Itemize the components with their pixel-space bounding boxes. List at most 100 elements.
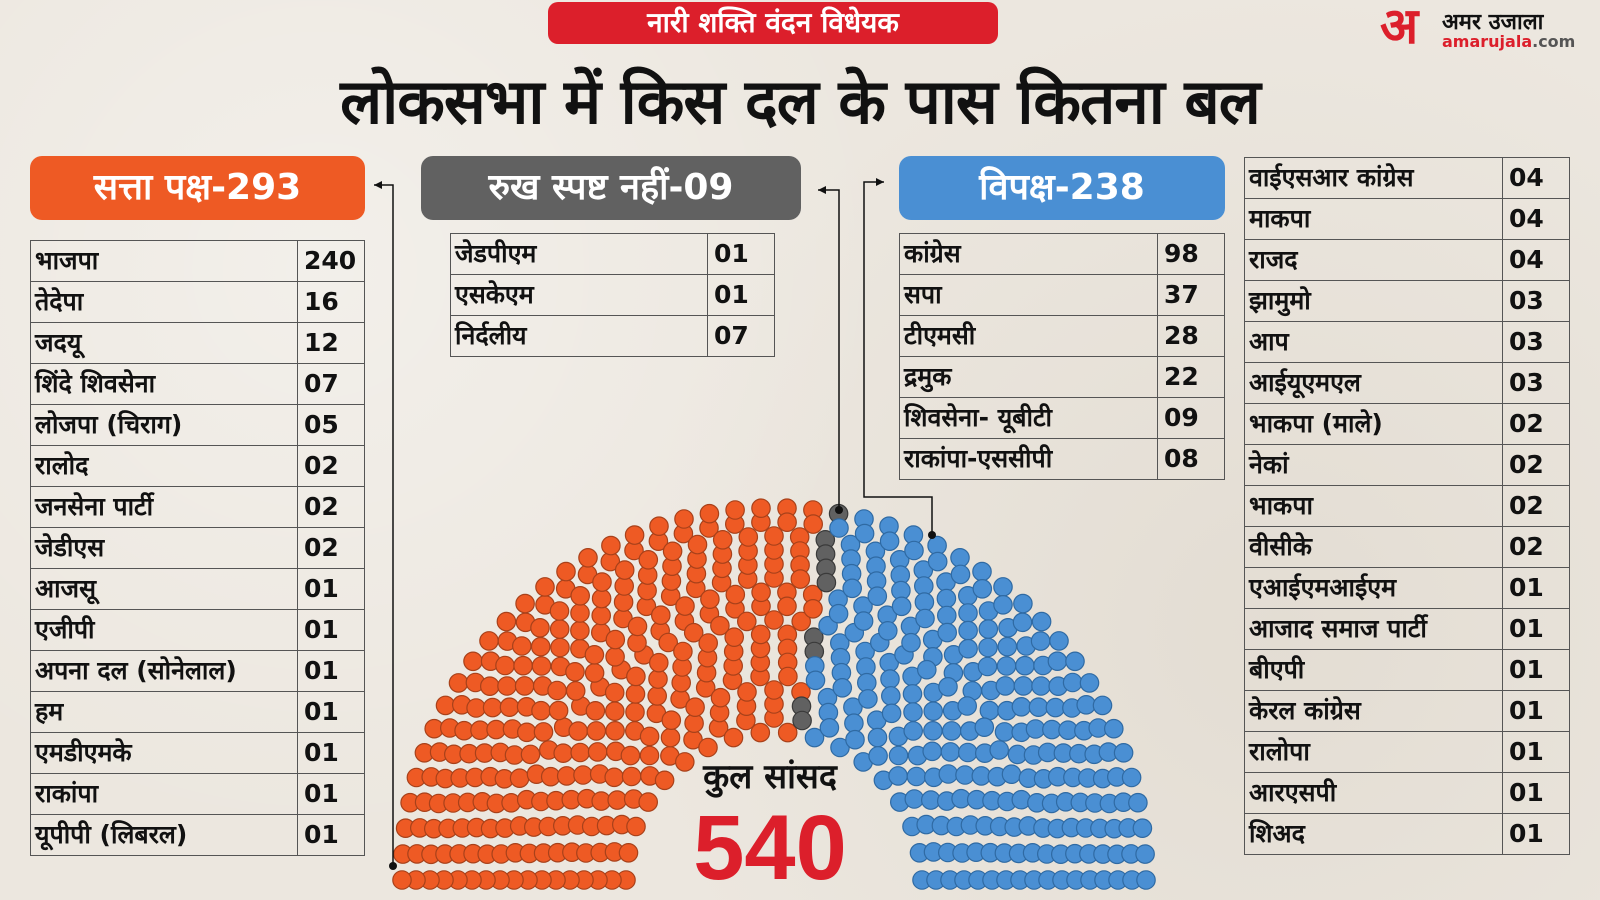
seat-ruling xyxy=(462,870,482,890)
seat-ruling xyxy=(723,727,744,748)
party-row: आजसू 01 xyxy=(30,568,365,610)
party-name: राजद xyxy=(1244,239,1503,281)
seat-ruling xyxy=(637,565,658,585)
seat-opposition xyxy=(1012,612,1033,633)
seat-opposition xyxy=(946,816,967,837)
seat-ruling xyxy=(751,582,771,603)
seat-opposition xyxy=(977,656,998,677)
seat-opposition xyxy=(1085,793,1105,813)
party-seats: 240 xyxy=(297,240,365,282)
party-row: हम 01 xyxy=(30,691,365,733)
party-name: अपना दल (सोनेलाल) xyxy=(30,650,298,692)
seat-ruling xyxy=(457,792,478,813)
party-name: आईयूएमएल xyxy=(1244,362,1503,404)
party-seats: 04 xyxy=(1502,198,1570,240)
seat-ruling xyxy=(577,788,597,809)
seat-ruling xyxy=(393,844,413,864)
seat-opposition xyxy=(841,563,862,584)
party-seats: 01 xyxy=(1502,731,1570,773)
amar-ujala-logo[interactable]: अ अमर उजाला amarujala.com xyxy=(1380,0,1590,54)
neutral-connector-arrow xyxy=(818,186,826,194)
topic-tag: नारी शक्ति वंदन विधेयक xyxy=(548,2,998,44)
seat-ruling xyxy=(421,767,441,787)
seat-opposition xyxy=(890,565,911,585)
seat-opposition xyxy=(881,703,902,724)
seat-opposition xyxy=(902,816,922,837)
seat-ruling xyxy=(661,710,682,730)
seat-opposition xyxy=(866,710,887,730)
seat-ruling xyxy=(476,870,496,890)
seat-opposition xyxy=(844,713,864,733)
seat-ruling xyxy=(683,622,704,643)
seat-ruling xyxy=(675,596,695,616)
seat-opposition xyxy=(1094,870,1114,890)
seat-opposition xyxy=(1075,818,1096,838)
seat-ruling xyxy=(538,816,559,837)
seat-opposition xyxy=(974,743,995,763)
party-row: आरएसपी 01 xyxy=(1244,772,1570,814)
seat-opposition xyxy=(1084,744,1104,765)
seat-opposition xyxy=(1037,844,1057,864)
seat-ruling xyxy=(592,572,612,592)
seat-opposition xyxy=(989,816,1010,837)
seat-ruling xyxy=(449,844,469,864)
seat-opposition xyxy=(981,680,1001,701)
party-name: एजीपी xyxy=(30,609,298,651)
party-seats: 02 xyxy=(297,486,365,528)
seat-opposition xyxy=(889,792,910,812)
seat-ruling xyxy=(448,870,468,890)
seat-opposition xyxy=(903,721,923,741)
seat-opposition xyxy=(818,702,839,723)
seat-ruling xyxy=(604,682,625,703)
seat-opposition xyxy=(830,647,851,668)
party-name: भाजपा xyxy=(30,240,298,282)
seat-neutral xyxy=(815,544,836,564)
party-seats: 04 xyxy=(1502,157,1570,199)
seat-ruling xyxy=(634,644,654,665)
party-seats: 02 xyxy=(297,527,365,569)
seat-opposition xyxy=(997,791,1017,812)
party-row: द्रमुक 22 xyxy=(899,356,1225,398)
seat-ruling xyxy=(803,500,823,520)
seat-opposition xyxy=(844,622,865,643)
seat-ruling xyxy=(421,844,441,865)
seat-ruling xyxy=(616,870,636,890)
seat-opposition xyxy=(819,717,840,738)
seat-ruling xyxy=(406,767,427,788)
seat-opposition xyxy=(1024,870,1044,890)
seat-opposition xyxy=(1053,743,1074,763)
seat-opposition xyxy=(1004,817,1024,837)
seat-ruling xyxy=(560,870,580,890)
party-row: यूपीपी (लिबरल) 01 xyxy=(30,814,365,856)
ruling-connector-dot xyxy=(389,862,397,870)
party-row: माकपा 04 xyxy=(1244,198,1570,240)
seat-opposition xyxy=(1013,676,1034,696)
seat-ruling xyxy=(790,541,810,561)
seat-ruling xyxy=(662,556,682,576)
seat-opposition xyxy=(853,611,874,631)
seat-opposition xyxy=(1013,593,1033,614)
seat-opposition xyxy=(1041,793,1062,814)
seat-opposition xyxy=(957,742,978,763)
party-seats: 01 xyxy=(1502,690,1570,732)
seat-ruling xyxy=(777,722,798,743)
seat-opposition xyxy=(1092,768,1113,789)
party-row: एसकेएम 01 xyxy=(450,274,775,316)
neutral-group-label: रुख स्पष्ट नहीं-09 xyxy=(421,156,801,220)
seat-opposition xyxy=(1078,768,1098,788)
seat-opposition xyxy=(902,684,923,704)
seat-ruling xyxy=(435,695,456,716)
seat-opposition xyxy=(904,789,925,809)
seat-opposition xyxy=(971,766,992,786)
seat-opposition xyxy=(931,815,952,836)
seat-ruling xyxy=(711,572,732,593)
seat-ruling xyxy=(751,512,771,532)
seat-opposition xyxy=(891,596,912,617)
seat-ruling xyxy=(494,768,515,789)
seat-opposition xyxy=(978,637,998,658)
seat-ruling xyxy=(661,571,682,591)
party-seats: 09 xyxy=(1157,397,1225,439)
party-row: एमडीएमके 01 xyxy=(30,732,365,774)
logo-hindi: अमर उजाला xyxy=(1442,10,1544,35)
seat-ruling xyxy=(573,765,593,785)
